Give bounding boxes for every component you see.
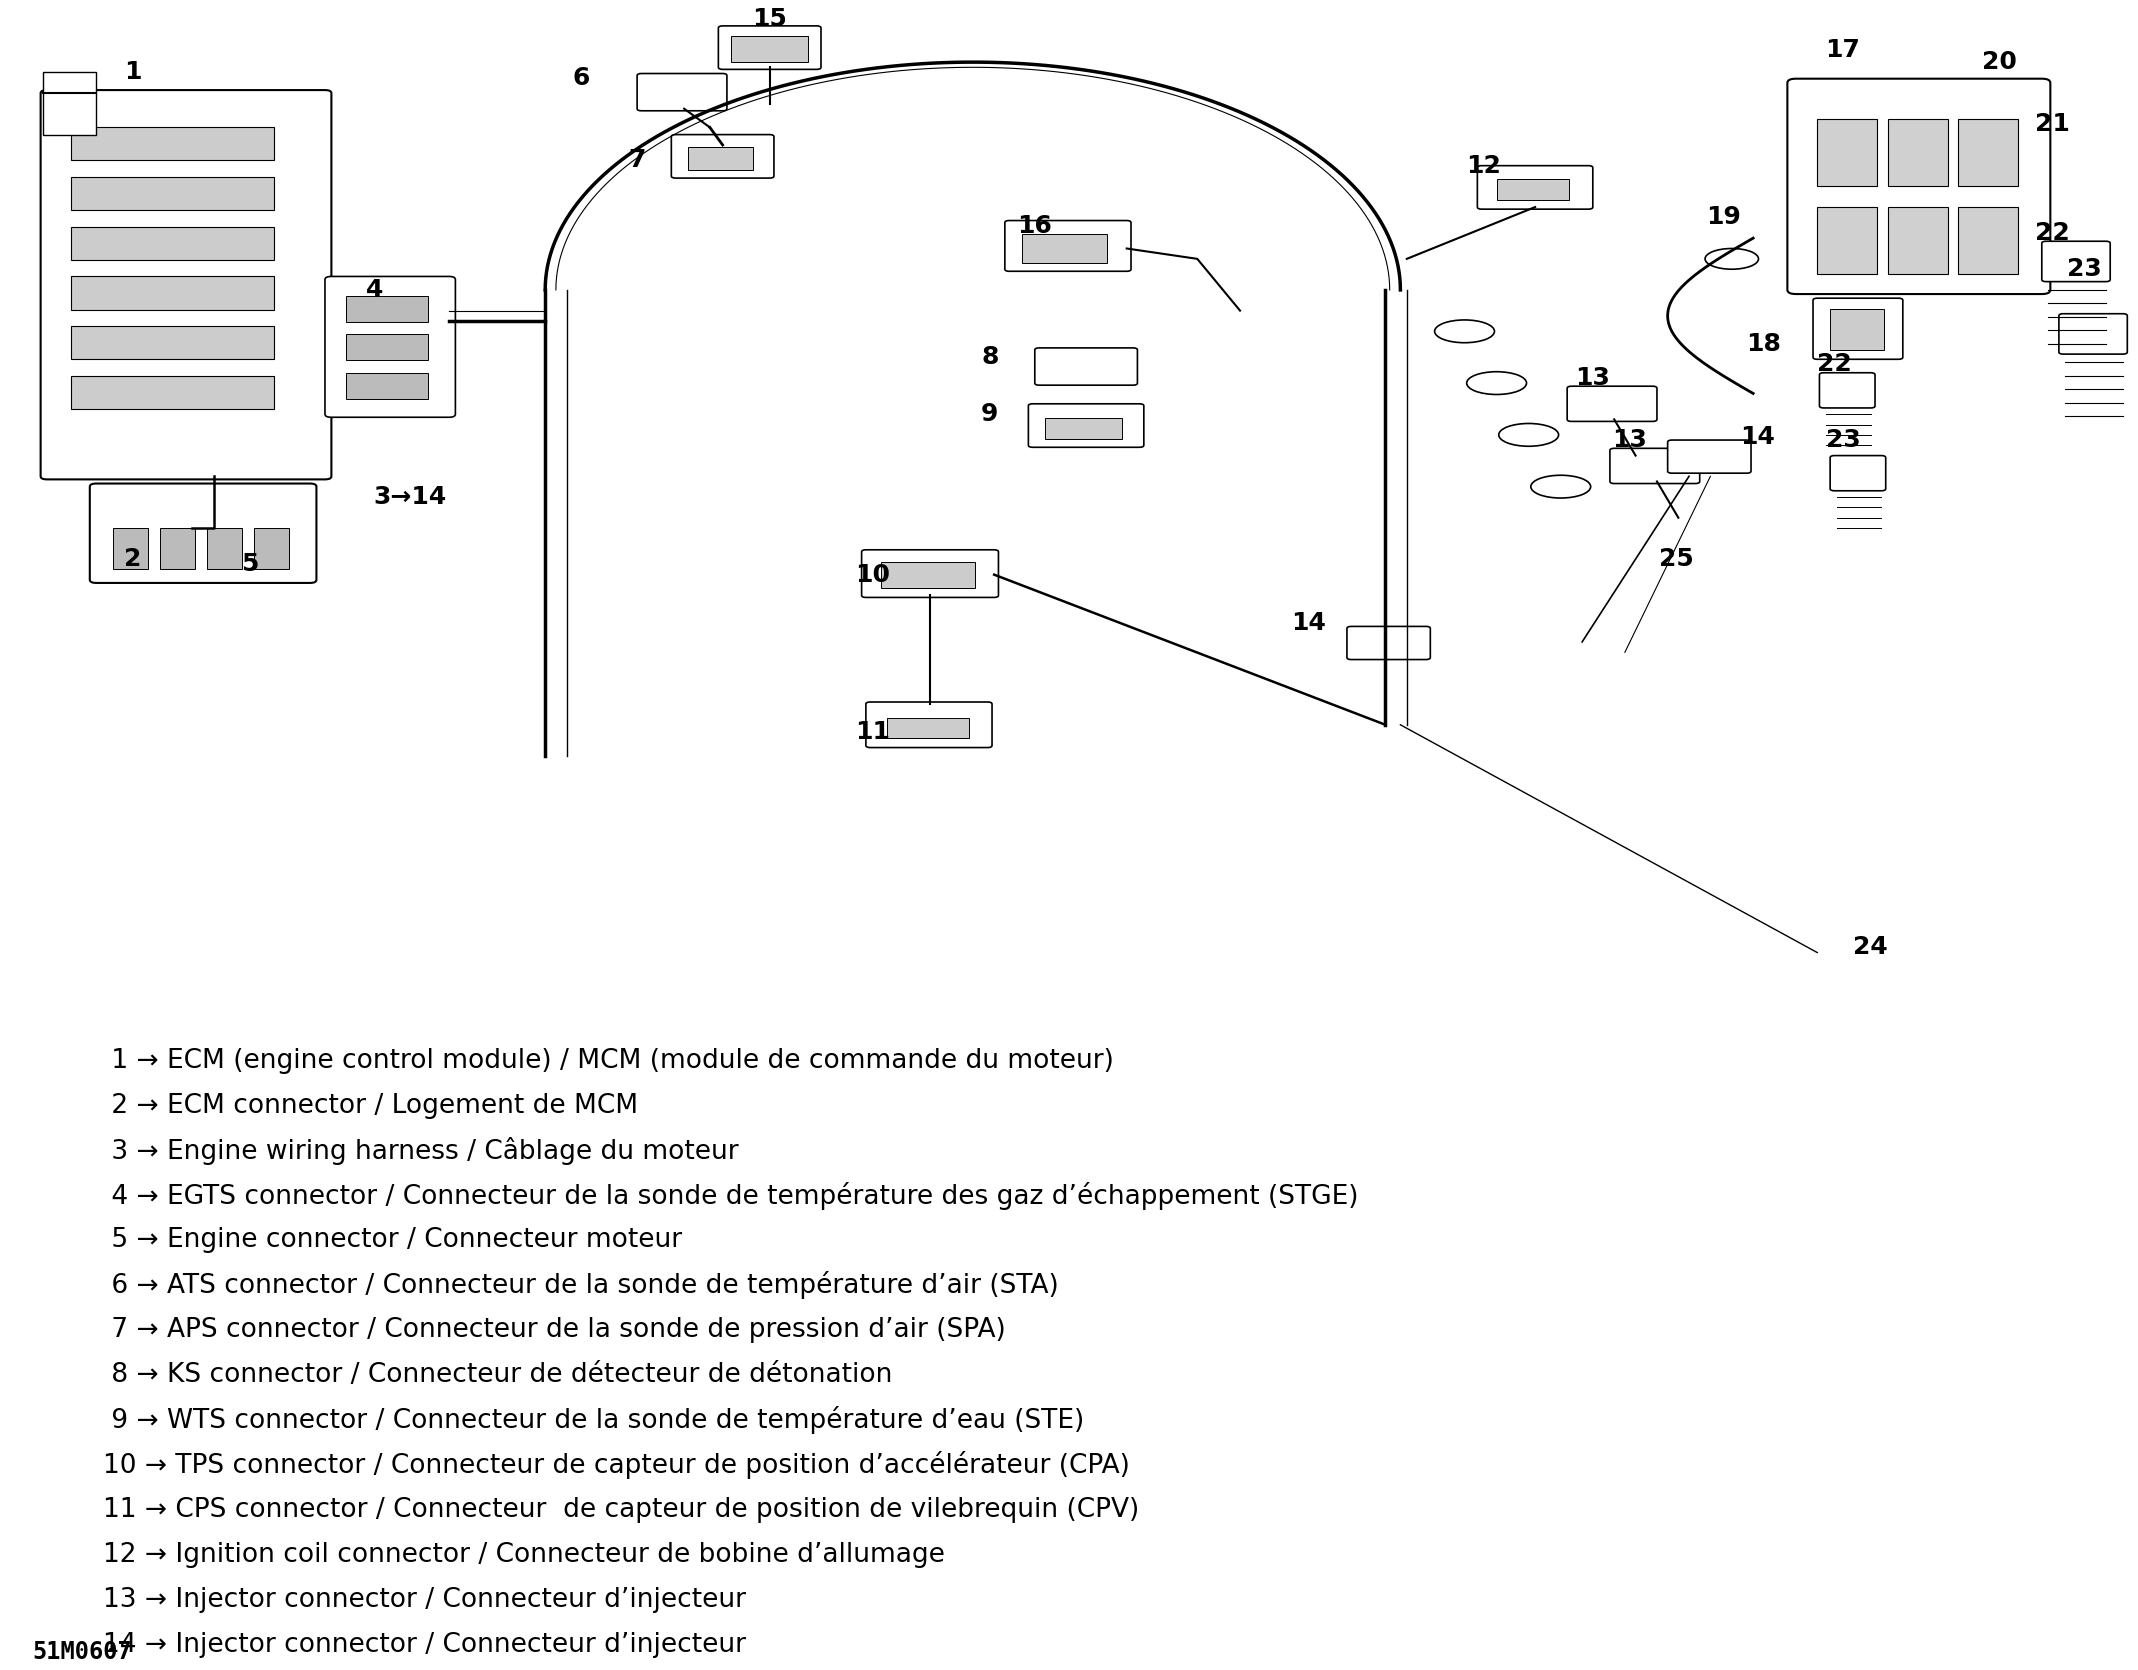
Text: 22: 22 [2035, 220, 2070, 245]
Bar [1958, 119, 2018, 187]
Text: 4 → EGTS connector / Connecteur de la sonde de température des gaz d’échappement: 4 → EGTS connector / Connecteur de la so… [103, 1181, 1358, 1209]
FancyBboxPatch shape [1347, 626, 1430, 660]
FancyBboxPatch shape [1830, 456, 1886, 491]
Text: 3→14: 3→14 [374, 484, 447, 509]
Bar [71, 326, 274, 359]
FancyBboxPatch shape [325, 277, 455, 418]
Bar [160, 528, 195, 569]
Text: 7: 7 [629, 149, 646, 172]
Bar [887, 718, 969, 738]
Text: 8: 8 [981, 346, 998, 369]
Text: 9: 9 [981, 402, 998, 426]
Bar [71, 277, 274, 309]
FancyBboxPatch shape [1567, 386, 1657, 421]
Bar [1888, 207, 1948, 274]
Text: 1: 1 [124, 60, 141, 85]
Ellipse shape [1499, 424, 1559, 446]
FancyBboxPatch shape [2059, 314, 2127, 354]
Text: 18: 18 [1747, 332, 1781, 356]
Text: 22: 22 [1817, 352, 1852, 376]
Text: 16: 16 [1018, 214, 1052, 237]
Text: 14: 14 [1740, 424, 1775, 449]
Ellipse shape [1706, 249, 1757, 269]
FancyBboxPatch shape [637, 73, 727, 110]
Text: 10: 10 [855, 563, 889, 586]
Text: 14: 14 [1291, 611, 1326, 635]
Bar [881, 563, 975, 588]
FancyBboxPatch shape [1477, 165, 1593, 209]
Text: 6 → ATS connector / Connecteur de la sonde de température d’air (STA): 6 → ATS connector / Connecteur de la son… [103, 1271, 1058, 1299]
FancyBboxPatch shape [1668, 439, 1751, 473]
Bar [207, 528, 242, 569]
Text: 5: 5 [242, 553, 259, 576]
FancyBboxPatch shape [2042, 240, 2110, 282]
Text: 51M0607: 51M0607 [32, 1640, 133, 1663]
Ellipse shape [1435, 321, 1494, 342]
Text: 19: 19 [1706, 205, 1740, 229]
Text: 2 → ECM connector / Logement de MCM: 2 → ECM connector / Logement de MCM [103, 1092, 637, 1119]
FancyBboxPatch shape [1035, 347, 1137, 386]
FancyBboxPatch shape [41, 90, 331, 479]
Bar [1830, 309, 1884, 351]
Text: 11: 11 [855, 720, 889, 745]
FancyBboxPatch shape [1787, 78, 2050, 294]
Ellipse shape [1531, 476, 1591, 498]
FancyBboxPatch shape [1005, 220, 1131, 271]
Bar [71, 376, 274, 409]
FancyBboxPatch shape [718, 25, 821, 70]
Text: 9 → WTS connector / Connecteur de la sonde de température d’eau (STE): 9 → WTS connector / Connecteur de la son… [103, 1406, 1084, 1435]
Text: 15: 15 [753, 7, 787, 30]
Text: 8 → KS connector / Connecteur de détecteur de détonation: 8 → KS connector / Connecteur de détecte… [103, 1363, 892, 1388]
FancyBboxPatch shape [671, 135, 774, 179]
Text: 11 → CPS connector / Connecteur  de capteur de position de vilebrequin (CPV): 11 → CPS connector / Connecteur de capte… [103, 1496, 1140, 1523]
Text: 17: 17 [1826, 38, 1860, 62]
Text: 3 → Engine wiring harness / Câblage du moteur: 3 → Engine wiring harness / Câblage du m… [103, 1137, 738, 1164]
Bar [71, 177, 274, 210]
FancyBboxPatch shape [866, 701, 992, 748]
Bar [1497, 179, 1569, 200]
Text: 6: 6 [573, 65, 590, 90]
Text: 23: 23 [1826, 428, 1860, 453]
FancyBboxPatch shape [1819, 372, 1875, 407]
FancyBboxPatch shape [1610, 448, 1700, 484]
Text: 14 → Injector connector / Connecteur d’injecteur: 14 → Injector connector / Connecteur d’i… [103, 1632, 746, 1658]
Bar [731, 37, 808, 62]
Text: 12 → Ignition coil connector / Connecteur de bobine d’allumage: 12 → Ignition coil connector / Connecteu… [103, 1541, 945, 1568]
Bar [113, 528, 148, 569]
FancyBboxPatch shape [90, 484, 316, 583]
Text: 12: 12 [1467, 154, 1501, 177]
Text: 24: 24 [1854, 935, 1888, 959]
Text: 7 → APS connector / Connecteur de la sonde de pression d’air (SPA): 7 → APS connector / Connecteur de la son… [103, 1318, 1005, 1343]
Bar [346, 372, 428, 399]
FancyBboxPatch shape [1813, 299, 1903, 359]
Bar [43, 72, 96, 135]
Text: 5 → Engine connector / Connecteur moteur: 5 → Engine connector / Connecteur moteur [103, 1227, 682, 1254]
Bar [71, 227, 274, 261]
Bar [1958, 207, 2018, 274]
Bar [1888, 119, 1948, 187]
Bar [346, 334, 428, 361]
Text: 2: 2 [124, 548, 141, 571]
Text: 13 → Injector connector / Connecteur d’injecteur: 13 → Injector connector / Connecteur d’i… [103, 1586, 746, 1613]
Text: 25: 25 [1659, 548, 1693, 571]
Bar [1045, 418, 1122, 439]
Bar [1817, 207, 1877, 274]
Ellipse shape [1467, 372, 1527, 394]
FancyBboxPatch shape [1028, 404, 1144, 448]
Text: 21: 21 [2035, 112, 2070, 137]
Text: 1 → ECM (engine control module) / MCM (module de commande du moteur): 1 → ECM (engine control module) / MCM (m… [103, 1047, 1114, 1074]
Text: 13: 13 [1612, 428, 1646, 453]
Bar [1022, 234, 1107, 262]
Text: 20: 20 [1982, 50, 2016, 73]
Bar [254, 528, 289, 569]
FancyBboxPatch shape [862, 549, 998, 598]
Text: 10 → TPS connector / Connecteur de capteur de position d’accélérateur (CPA): 10 → TPS connector / Connecteur de capte… [103, 1451, 1129, 1480]
Text: 4: 4 [366, 277, 383, 302]
Text: 23: 23 [2067, 257, 2102, 281]
Bar [71, 127, 274, 160]
Bar [346, 296, 428, 322]
Bar [688, 147, 753, 170]
Text: 13: 13 [1576, 366, 1610, 389]
Bar [1817, 119, 1877, 187]
